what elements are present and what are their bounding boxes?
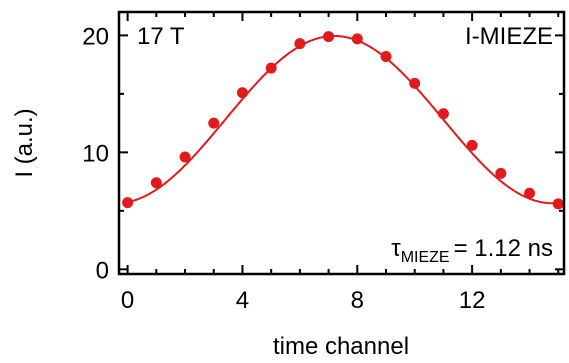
y-axis-title: I (a.u.)	[11, 108, 38, 177]
y-tick-label: 10	[82, 140, 109, 167]
data-point	[122, 197, 134, 209]
x-tick-label: 12	[459, 287, 486, 314]
data-point	[208, 117, 220, 129]
y-tick-label: 20	[82, 23, 109, 50]
data-point	[323, 31, 335, 43]
data-point	[380, 50, 392, 62]
fit-curve	[127, 34, 559, 205]
x-tick-label: 0	[121, 287, 134, 314]
data-point	[150, 177, 162, 189]
data-point	[236, 87, 248, 99]
x-tick-label: 8	[351, 287, 364, 314]
data-point	[179, 151, 191, 163]
data-point	[351, 33, 363, 45]
tick-labels: 0 4 8 12 0 10 20	[82, 23, 485, 314]
data-point	[265, 62, 277, 74]
method-label: I-MIEZE	[465, 23, 553, 50]
tau-subscript: MIEZE	[401, 249, 450, 266]
data-point	[437, 108, 449, 120]
data-point	[524, 187, 536, 199]
plot-frame	[117, 10, 566, 276]
field-label: 17 T	[137, 23, 185, 50]
data-points	[122, 31, 564, 210]
x-axis-title: time channel	[273, 333, 409, 360]
x-tick-label: 4	[236, 287, 249, 314]
tau-symbol: τ	[391, 235, 401, 262]
y-tick-label: 0	[96, 257, 109, 284]
tau-value: = 1.12 ns	[454, 235, 553, 262]
data-point	[409, 77, 421, 89]
data-point	[552, 198, 564, 210]
axis-ticks	[119, 12, 564, 274]
data-point	[294, 38, 306, 50]
data-point	[495, 167, 507, 179]
tau-label: τMIEZE = 1.12 ns	[391, 235, 553, 266]
data-point	[466, 139, 478, 151]
